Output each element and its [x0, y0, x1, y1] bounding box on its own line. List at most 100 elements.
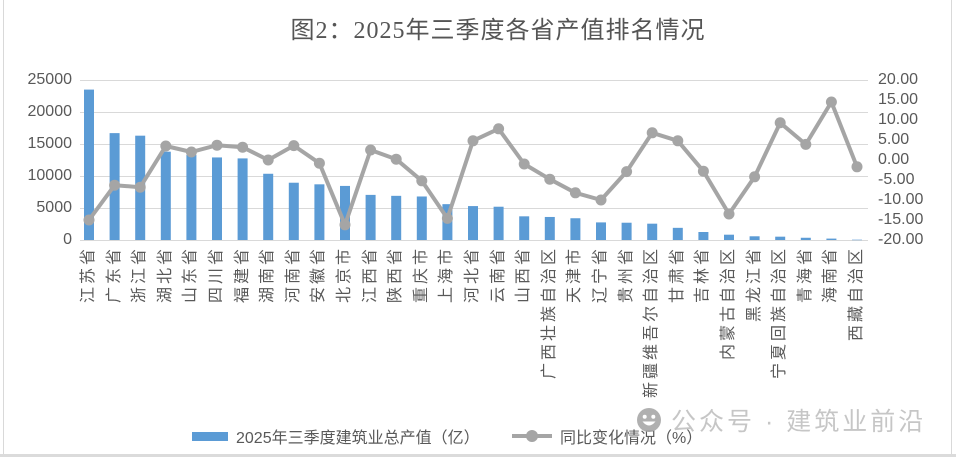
watermark: 公众号 · 建筑业前沿 [636, 402, 926, 438]
bar [288, 182, 299, 240]
bar [596, 222, 606, 240]
secondary-axis-tick-label: -5.00 [878, 171, 915, 188]
line-marker [672, 135, 684, 147]
gridline [80, 79, 868, 81]
x-axis-category-label-text: 青海省 [796, 246, 814, 304]
line-marker [493, 123, 505, 135]
bar [493, 206, 504, 240]
x-axis-category-label-text: 浙江省 [131, 246, 149, 304]
line-marker [83, 214, 95, 226]
gridline [80, 175, 868, 177]
x-axis-category-label-text: 北京市 [336, 246, 353, 304]
line-marker [339, 219, 351, 231]
x-axis-category-label-text: 上海市 [438, 246, 456, 304]
x-axis-category-label-text: 辽宁省 [592, 246, 609, 304]
secondary-axis-tick-label: 15.00 [878, 91, 919, 108]
line-marker [441, 212, 453, 224]
x-axis-category-label-text: 山西省 [515, 246, 533, 304]
x-axis-category-label-text: 江西省 [361, 246, 379, 304]
bar [519, 216, 530, 240]
x-axis-category-label-text: 四川省 [208, 246, 225, 304]
x-axis-category-label-text: 甘肃省 [668, 246, 686, 304]
bar-series-label: 2025年三季度建筑业总产值（亿） [236, 430, 480, 447]
line-marker [723, 208, 735, 220]
bar [724, 234, 734, 240]
bar [212, 157, 222, 240]
line-marker [365, 144, 377, 156]
bar [263, 173, 274, 240]
y-axis-tick-label: 20000 [27, 103, 73, 120]
line-series-label: 同比变化情况（%） [560, 430, 703, 447]
x-axis-category-label-text: 陕西省 [387, 246, 405, 304]
bar [775, 236, 786, 240]
x-axis-category-label-text: 河南省 [284, 246, 302, 304]
line-marker [211, 139, 223, 151]
x-axis-category-label-text: 广东省 [105, 246, 123, 304]
bar [391, 195, 402, 240]
plot-canvas [83, 89, 863, 241]
line-marker [774, 117, 786, 129]
line-marker [518, 158, 530, 170]
bar [340, 185, 350, 240]
secondary-axis-tick-label: 0.00 [878, 151, 910, 168]
bar [365, 194, 376, 240]
secondary-axis-tick-label: -20.00 [878, 231, 924, 248]
line-marker [109, 179, 121, 191]
x-axis-category-label-text: 黑龙江省 [745, 246, 763, 323]
line-marker [134, 181, 146, 193]
bar [468, 206, 478, 240]
line-marker [800, 138, 812, 150]
x-axis-category-label-text: 天津市 [566, 246, 584, 304]
gridline [80, 111, 868, 113]
bar [826, 238, 837, 240]
x-axis-category-label-text: 贵州省 [617, 246, 635, 304]
bar [186, 154, 197, 240]
bar [416, 196, 427, 240]
x-axis-category-label-text: 新疆维吾尔自治区 [643, 246, 661, 399]
x-axis-category-label-text: 西藏自治区 [848, 246, 865, 342]
line-marker [313, 157, 325, 169]
bar-series-swatch [192, 431, 228, 441]
y-axis-tick-label: 0 [63, 231, 72, 248]
x-axis-category-label-text: 云南省 [489, 246, 507, 304]
line-marker [544, 173, 556, 185]
line-marker [825, 96, 837, 108]
line-marker [595, 194, 607, 206]
bar [160, 151, 171, 240]
x-axis-category-label-text: 海南省 [822, 246, 840, 304]
line-marker [416, 175, 428, 187]
x-axis-category-label-text: 福建省 [233, 246, 251, 304]
watermark-text: 公众号 · 建筑业前沿 [671, 408, 927, 436]
x-axis-category-label-text: 重庆市 [412, 246, 430, 304]
bar [84, 89, 94, 240]
line-marker [262, 154, 274, 166]
bar [749, 236, 760, 240]
line-marker [749, 171, 761, 183]
bar [314, 184, 325, 240]
bar [672, 227, 683, 240]
bar [544, 216, 555, 240]
bottom-divider [0, 454, 956, 457]
x-axis-category-label-text: 湖北省 [156, 246, 174, 304]
x-axis-category-label-text: 河北省 [464, 246, 481, 304]
line-marker [851, 161, 863, 173]
y-axis-tick-label: 10000 [27, 167, 73, 184]
bar [621, 222, 632, 240]
line-marker [621, 166, 633, 178]
y-axis-tick-label: 25000 [27, 71, 73, 88]
line-marker [697, 165, 709, 177]
bar [237, 158, 248, 240]
x-axis-category-label-text: 广西壮族自治区 [540, 246, 558, 380]
x-axis-category-label-text: 湖南省 [259, 246, 277, 304]
line-marker [288, 140, 300, 152]
x-axis-category-label-text: 江苏省 [80, 246, 97, 304]
line-marker [569, 187, 581, 199]
y-axis-tick-label: 15000 [27, 135, 73, 152]
line-marker [185, 146, 197, 158]
bar [647, 223, 658, 240]
chart-title: 图2：2025年三季度各省产值排名情况 [290, 18, 706, 44]
line-marker [467, 135, 479, 147]
secondary-axis-tick-label: -10.00 [878, 191, 924, 208]
secondary-axis-tick-label: 5.00 [878, 131, 910, 148]
line-marker [390, 153, 402, 165]
